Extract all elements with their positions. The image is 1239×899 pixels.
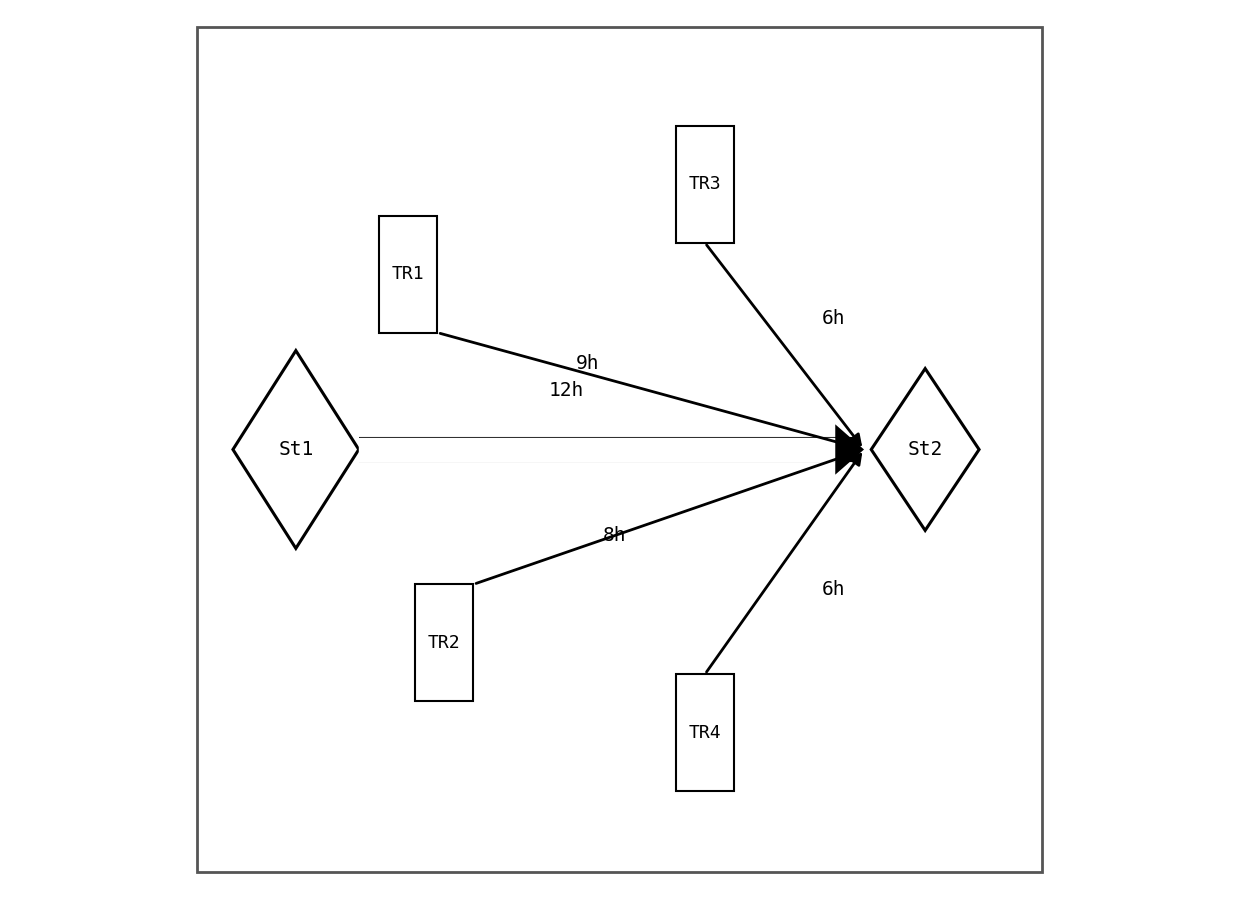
Text: 8h: 8h <box>603 526 627 545</box>
Text: 9h: 9h <box>576 354 600 373</box>
Bar <box>379 216 437 333</box>
Text: 6h: 6h <box>823 580 846 599</box>
Polygon shape <box>871 369 979 530</box>
Text: TR1: TR1 <box>392 265 425 283</box>
Text: St2: St2 <box>907 440 943 459</box>
Text: 12h: 12h <box>549 381 584 400</box>
Text: TR2: TR2 <box>427 634 461 652</box>
Text: 6h: 6h <box>823 309 846 328</box>
Text: TR4: TR4 <box>689 724 721 742</box>
Polygon shape <box>835 424 864 475</box>
Bar <box>675 126 735 243</box>
Text: TR3: TR3 <box>689 175 721 193</box>
Bar <box>675 674 735 791</box>
Text: St1: St1 <box>279 440 313 459</box>
Polygon shape <box>233 351 359 548</box>
Bar <box>415 584 473 701</box>
